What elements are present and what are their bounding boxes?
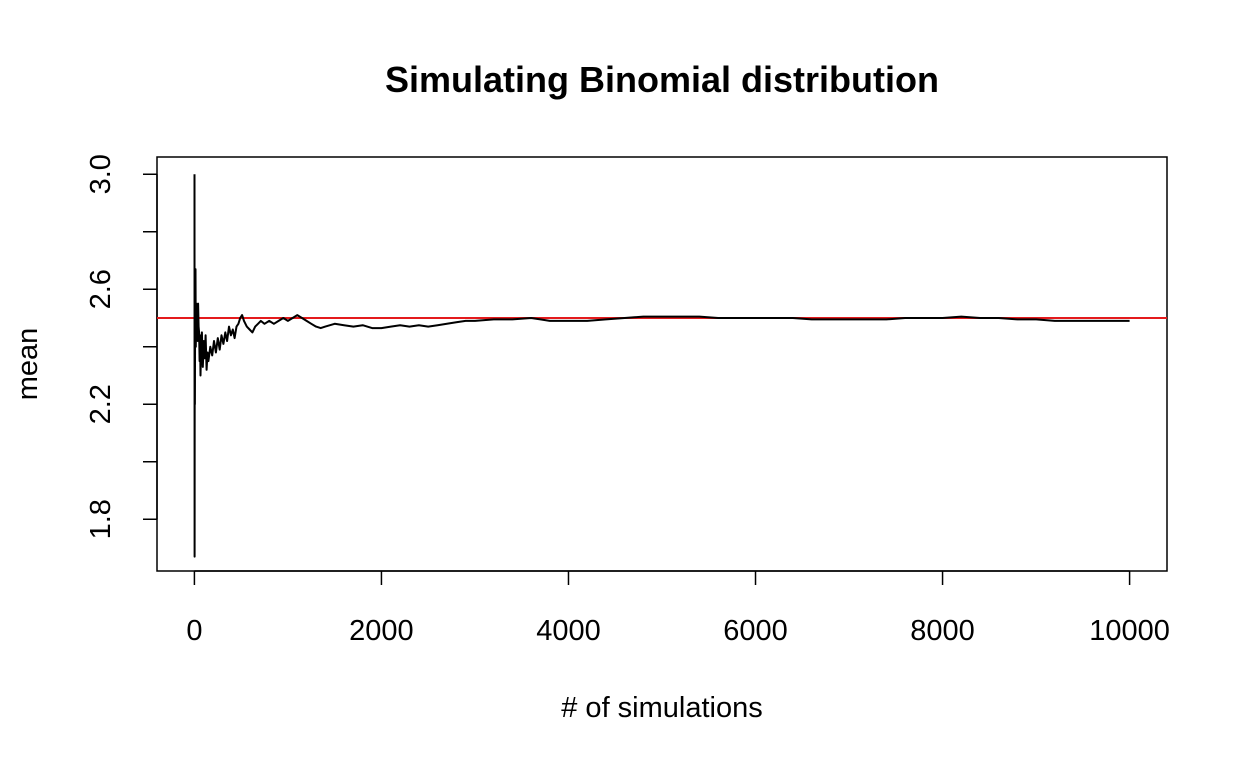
y-tick-label: 2.2 (85, 384, 117, 424)
y-axis-label: mean (12, 328, 44, 401)
mean-series-line (193, 174, 1130, 558)
x-axis-label: # of simulations (561, 692, 763, 724)
x-tick-label: 10000 (1089, 615, 1170, 647)
plot-area (157, 174, 1167, 558)
chart-title: Simulating Binomial distribution (385, 59, 939, 100)
x-tick-label: 4000 (536, 615, 601, 647)
x-tick-label: 0 (186, 615, 202, 647)
y-tick-label: 1.8 (85, 499, 117, 539)
x-tick-label: 2000 (349, 615, 414, 647)
x-axis: 0 2000 4000 6000 8000 10000 (186, 570, 1170, 647)
x-tick-label: 6000 (723, 615, 788, 647)
plot-frame (156, 156, 1168, 572)
x-tick-label: 8000 (910, 615, 975, 647)
y-tick-label: 2.6 (85, 269, 117, 309)
y-axis: 1.8 2.2 2.6 3.0 (85, 154, 158, 539)
y-tick-label: 3.0 (85, 154, 117, 194)
